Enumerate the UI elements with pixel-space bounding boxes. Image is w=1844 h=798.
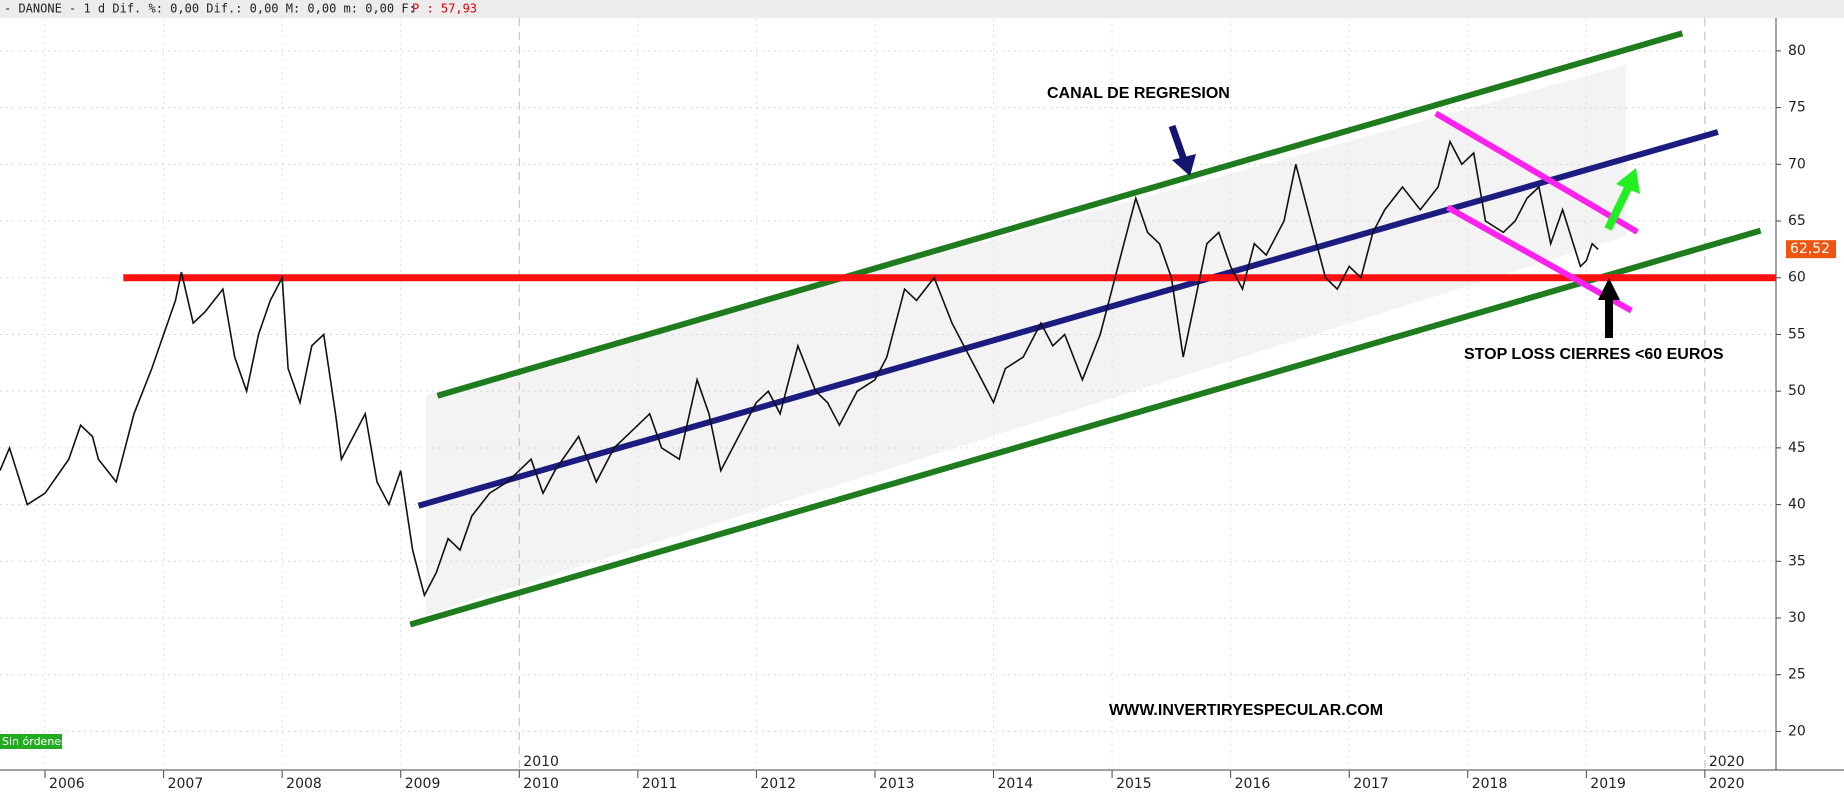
trend-line [417, 129, 1719, 509]
y-tick-label: 55 [1788, 326, 1806, 342]
y-tick-label: 25 [1788, 667, 1806, 683]
arrows [1168, 124, 1640, 338]
y-tick-label: 35 [1788, 553, 1806, 569]
y-tick-label: 60 [1788, 270, 1806, 286]
decade-label: 2020 [1709, 754, 1745, 770]
x-tick-label: 2014 [998, 776, 1034, 792]
header-price: P : 57,93 [412, 2, 477, 16]
trend-line [436, 30, 1684, 399]
arrow [1604, 186, 1632, 231]
x-tick-label: 2016 [1235, 776, 1271, 792]
trend-line [409, 227, 1762, 628]
y-tick-label: 65 [1788, 213, 1806, 229]
header-bar [0, 0, 1844, 18]
x-tick-label: 2015 [1116, 776, 1152, 792]
decade-label: 2010 [523, 754, 559, 770]
status: Sin órdenes [2, 735, 67, 748]
y-tick-label: 80 [1788, 43, 1806, 59]
annotation: WWW.INVERTIRYESPECULAR.COM [1109, 702, 1383, 719]
annotation: CANAL DE REGRESION [1047, 85, 1230, 102]
arrow [1168, 124, 1188, 162]
x-tick-label: 2018 [1472, 776, 1508, 792]
price-line [0, 139, 1599, 598]
x-tick-label: 2010 [523, 776, 559, 792]
y-tick-label: 40 [1788, 497, 1806, 513]
x-tick-label: 2009 [405, 776, 441, 792]
header: - DANONE - 1 d Dif. %: 0,00 Dif.: 0,00 M… [4, 2, 416, 16]
channel-fill [426, 65, 1626, 615]
x-tick-label: 2013 [879, 776, 915, 792]
x-tick-label: 2017 [1353, 776, 1389, 792]
arrow-head [1616, 168, 1640, 194]
marks [0, 30, 1776, 628]
trend-line [1434, 110, 1639, 235]
y-tick-label: 45 [1788, 440, 1806, 456]
x-tick-label: 2007 [168, 776, 204, 792]
y-tick-label: 70 [1788, 156, 1806, 172]
last-price-label: 62,52 [1790, 241, 1830, 257]
arrow-head [1172, 154, 1196, 176]
y-tick-label: 75 [1788, 100, 1806, 116]
y-tick-label: 50 [1788, 383, 1806, 399]
x-tick-label: 2019 [1590, 776, 1626, 792]
annotation: STOP LOSS CIERRES <60 EUROS [1464, 346, 1724, 363]
trend-line [1446, 204, 1633, 314]
last-price-box [1786, 240, 1836, 259]
x-tick-label: 2011 [642, 776, 678, 792]
arrow-head [1598, 278, 1620, 300]
x-tick-label: 2020 [1709, 776, 1745, 792]
x-tick-label: 2008 [286, 776, 322, 792]
status-box [0, 734, 62, 749]
y-tick-label: 30 [1788, 610, 1806, 626]
x-tick-label: 2006 [49, 776, 85, 792]
x-tick-label: 2012 [760, 776, 796, 792]
y-tick-label: 20 [1788, 723, 1806, 739]
